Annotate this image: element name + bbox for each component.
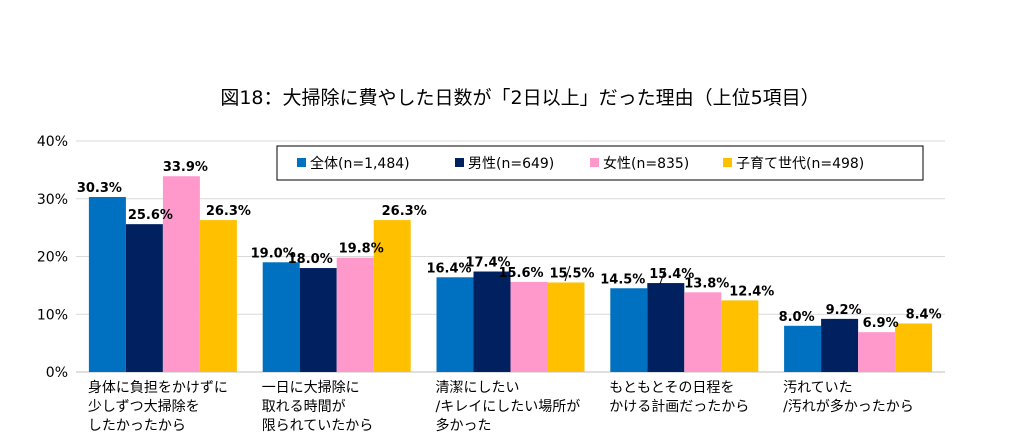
- data-label: 26.3%: [206, 204, 251, 219]
- bar: [436, 277, 474, 372]
- category-label: かける計画だったから: [609, 399, 749, 415]
- data-label: 18.0%: [288, 252, 333, 267]
- category-label: 限られていたから: [262, 418, 374, 434]
- bar: [510, 281, 548, 372]
- category-label: 清潔にしたい: [436, 380, 520, 396]
- data-label: 8.0%: [779, 310, 815, 325]
- bar: [610, 288, 648, 372]
- data-label: 19.0%: [251, 246, 296, 261]
- bar: [784, 325, 822, 372]
- bar: [473, 271, 511, 372]
- legend-swatch: [723, 158, 732, 167]
- y-tick-label: 10%: [37, 307, 68, 323]
- bar: [821, 318, 859, 372]
- data-label: 6.9%: [863, 316, 899, 331]
- legend-label: 子育て世代(n=498): [736, 156, 864, 172]
- data-label: 26.3%: [382, 204, 427, 219]
- data-label: 12.4%: [729, 284, 774, 299]
- y-axis: 0% 10% 20% 30% 40%: [37, 134, 68, 381]
- bar: [88, 197, 126, 372]
- y-tick-label: 30%: [37, 192, 68, 208]
- bar: [162, 176, 200, 372]
- legend-swatch: [590, 158, 599, 167]
- data-label: 16.4%: [426, 261, 471, 276]
- bar: [647, 283, 685, 372]
- bar: [895, 323, 933, 372]
- legend-label: 全体(n=1,484): [310, 155, 410, 172]
- data-label: 30.3%: [77, 181, 122, 196]
- data-label: 8.4%: [906, 307, 942, 322]
- bar: [299, 268, 337, 372]
- y-tick-label: 20%: [37, 250, 68, 266]
- data-labels: 30.3%19.0%16.4%14.5%8.0%25.6%18.0% 17.4%1…: [77, 160, 942, 331]
- data-label: 14.5%: [600, 272, 645, 287]
- category-label: したかったから: [88, 418, 186, 434]
- bars: [88, 176, 933, 372]
- y-tick-label: 0%: [46, 365, 68, 381]
- category-label: 一日に大掃除に: [262, 379, 360, 396]
- category-label: /キレイにしたい場所が: [436, 399, 581, 415]
- data-label: 17.4%: [465, 256, 510, 271]
- category-label: 多かった: [436, 417, 492, 434]
- data-label: 33.9%: [163, 160, 208, 175]
- category-label: /汚れが多かったから: [783, 398, 914, 415]
- category-label: 取れる時間が: [262, 399, 346, 415]
- category-label: 身体に負担をかけずに: [88, 380, 228, 396]
- leader-line: [659, 269, 666, 285]
- category-label: もともとその日程を: [609, 380, 734, 396]
- bar: [858, 332, 896, 372]
- data-label: 19.8%: [339, 242, 384, 257]
- legend-swatch: [297, 158, 306, 167]
- legend-swatch: [455, 158, 464, 167]
- data-label: 15.5%: [549, 266, 594, 281]
- data-label: 25.6%: [128, 208, 173, 223]
- category-label: 汚れていた: [783, 380, 853, 396]
- data-label: 15.4%: [649, 267, 694, 282]
- legend-box: [276, 145, 924, 181]
- data-label: 13.8%: [684, 276, 729, 291]
- bar: [373, 220, 411, 372]
- data-label: 15.6%: [498, 266, 543, 281]
- bar: [199, 220, 237, 372]
- chart-title: 図18：大掃除に費やした日数が「2日以上」だった理由（上位5項目）: [220, 87, 819, 109]
- bar: [547, 282, 585, 372]
- bar: [262, 262, 300, 372]
- legend-label: 女性(n=835): [603, 155, 689, 172]
- bar: [336, 257, 374, 372]
- bar: [684, 292, 722, 372]
- leader-line: [564, 265, 571, 282]
- category-label: 少しずつ大掃除を: [88, 398, 200, 415]
- y-tick-label: 40%: [37, 134, 68, 150]
- data-label: 9.2%: [826, 303, 862, 318]
- bar: [721, 300, 759, 372]
- bar: [125, 224, 163, 372]
- legend: 全体(n=1,484) 男性(n=649) 女性(n=835) 子育て世代(n=498…: [276, 145, 924, 181]
- legend-label: 男性(n=649): [468, 156, 554, 172]
